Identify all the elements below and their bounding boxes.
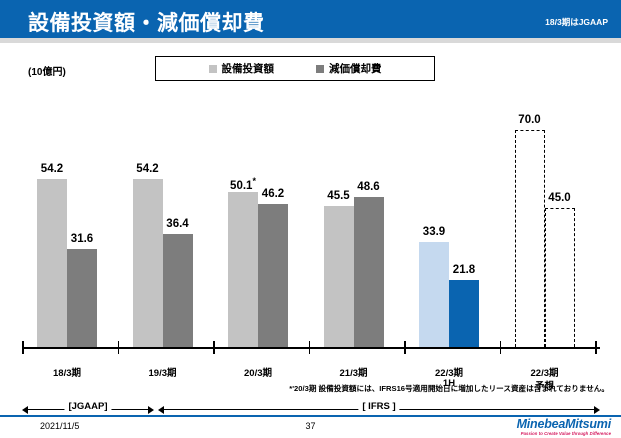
slide-body: (10億円) 設備投資額 減価償却費 54.2 31.6 18/3期 54.2 36.4 1… [0,43,621,415]
unit-label: (10億円) [28,67,66,78]
bracket-arrow-left-icon [158,405,164,414]
bracket-label: [JGAAP] [64,401,112,412]
bar-value-label: 45.5 [327,190,350,203]
standard-bracket-1: [ IFRS ] [158,401,600,417]
x-axis-tick [499,341,502,354]
bar-設備投資額-18/3期 [37,179,67,347]
bar-減価償却費-20/3期 [258,204,288,347]
bar-設備投資額-22/3期 [514,130,545,347]
bar-減価償却費-22/3期 [449,279,479,347]
bracket-arrow-right-icon [594,405,600,414]
x-axis-tick [117,341,120,354]
slide-header: 設備投資額・減価償却費 18/3期はJGAAP [0,0,621,38]
bracket-label: [ IFRS ] [358,401,400,412]
bar-value-label: 70.0 [518,114,541,127]
company-logo: MinebeaMitsumi Passion to Create Value t… [516,417,612,437]
legend-swatch-icon [316,64,324,73]
x-axis-label-3: 21/3期 [339,368,368,379]
footer-date: 2021/11/5 [40,421,80,431]
bar-value-label: 46.2 [261,188,285,201]
x-axis-tick [595,341,597,354]
bar-設備投資額-20/3期 [228,192,258,347]
legend-item-0: 設備投資額 [208,61,275,76]
bar-value-label: 31.6 [70,233,94,246]
bar-減価償却費-19/3期 [162,234,193,347]
bar-value-label: 21.8 [452,263,476,276]
header-note: 18/3期はJGAAP [545,17,608,27]
bar-減価償却費-21/3期 [353,196,384,347]
bar-value-label: 54.2 [136,163,159,176]
x-axis-sublabel-5: 予想 [534,381,554,392]
page-number: 37 [305,421,316,431]
header-underline [0,38,621,43]
bar-設備投資額-22/3期 [419,242,449,347]
bar-設備投資額-19/3期 [132,179,163,347]
x-axis-label-0: 18/3期 [53,368,81,379]
bar-value-label: 45.0 [548,191,571,204]
logo-tagline: Passion to Create Value through Differen… [520,431,611,436]
bar-設備投資額-21/3期 [323,206,354,347]
x-axis-tick [404,341,406,354]
bar-chart: 54.2 31.6 18/3期 54.2 36.4 19/3期 50.1* 46.2 20/3期… [0,43,621,415]
bar-減価償却費-22/3期 [544,207,575,347]
legend-label: 減価償却費 [329,63,382,75]
page-title: 設備投資額・減価償却費 [28,12,265,35]
slide-footer: 2021/11/5 37 MinebeaMitsumi Passion to C… [0,417,621,438]
x-axis-tick [308,341,311,354]
standard-bracket-0: [JGAAP] [22,401,154,417]
bracket-arrow-left-icon [22,405,28,414]
x-axis-tick [213,341,215,354]
footer-divider [0,415,621,417]
bar-value-label: 33.9 [422,226,446,239]
x-axis-label-4: 22/3期 [435,368,463,379]
x-axis-tick [22,341,24,354]
x-axis-label-1: 19/3期 [148,368,177,379]
x-axis-sublabel-4: 1H [442,378,456,389]
bar-value-label: 50.1* [230,176,256,192]
bar-value-label: 54.2 [40,163,64,176]
bar-減価償却費-18/3期 [67,249,97,347]
chart-legend: 設備投資額 減価償却費 [155,56,435,81]
legend-label: 設備投資額 [221,63,275,75]
x-axis-label-2: 20/3期 [244,368,272,379]
x-axis-line [22,347,600,349]
chart-footnote: *'20/3期 設備投資額には、IFRS16号適用開始日に増加したリース資産は含… [289,384,609,393]
bar-value-label: 48.6 [357,180,380,193]
bar-value-label: 36.4 [166,218,189,231]
bracket-arrow-right-icon [148,405,154,414]
legend-swatch-icon [208,64,217,73]
legend-item-1: 減価償却費 [316,61,382,76]
x-axis-label-5: 22/3期 [530,368,559,379]
accounting-standard-brackets: [JGAAP] [ IFRS ] [0,401,621,417]
logo-wordmark: MinebeaMitsumi [516,417,612,431]
